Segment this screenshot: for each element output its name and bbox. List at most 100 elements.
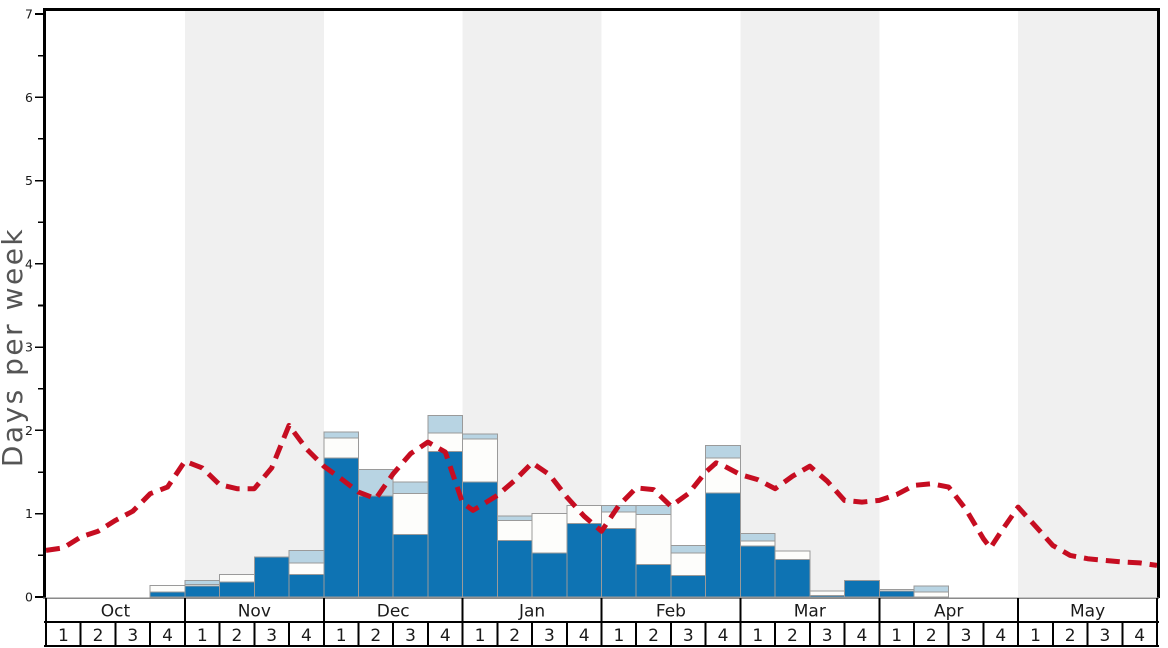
month-label: Dec bbox=[377, 602, 410, 622]
bar-segment-dark-blue bbox=[531, 552, 568, 598]
month-label: Nov bbox=[238, 602, 271, 622]
bar-segment-dark-blue bbox=[601, 528, 637, 598]
week-label: 3 bbox=[544, 626, 555, 646]
week-label: 2 bbox=[648, 626, 659, 646]
week-label: 1 bbox=[752, 626, 763, 646]
week-label: 4 bbox=[579, 626, 590, 646]
y-tick-label: 0 bbox=[25, 590, 33, 605]
x-axis-tables bbox=[44, 598, 1159, 647]
bar-segment-dark-blue bbox=[149, 591, 186, 598]
bar-segment-white bbox=[670, 552, 707, 576]
bar-segment-light-blue bbox=[635, 504, 672, 516]
bar-segment-light-blue bbox=[496, 515, 533, 521]
week-label: 2 bbox=[787, 626, 798, 646]
bar-segment-dark-blue bbox=[184, 585, 221, 598]
bar-segment-white bbox=[392, 493, 429, 536]
week-label: 4 bbox=[856, 626, 867, 646]
bar-segment-white bbox=[635, 514, 672, 566]
month-label: Jan bbox=[518, 602, 545, 622]
bar-segment-light-blue bbox=[462, 433, 498, 440]
month-bands bbox=[184, 10, 1157, 597]
bar-segment-dark-blue bbox=[219, 581, 255, 598]
bar-segment-white bbox=[288, 562, 325, 576]
bar-segment-white bbox=[531, 513, 568, 554]
bar-segment-light-blue bbox=[427, 414, 464, 434]
week-label: 1 bbox=[197, 626, 208, 646]
bar-segment-white bbox=[149, 584, 186, 593]
y-tick-label: 7 bbox=[25, 7, 33, 22]
bar-segment-dark-blue bbox=[566, 523, 602, 598]
bar-segment-light-blue bbox=[184, 579, 221, 586]
bar-segment-white bbox=[809, 590, 846, 596]
bar-segment-dark-blue bbox=[357, 495, 394, 598]
week-label: 3 bbox=[127, 626, 138, 646]
week-label: 3 bbox=[266, 626, 277, 646]
y-tick-label: 3 bbox=[25, 340, 33, 355]
week-label: 3 bbox=[683, 626, 694, 646]
week-label: 4 bbox=[440, 626, 451, 646]
week-label: 2 bbox=[93, 626, 104, 646]
bar-segment-dark-blue bbox=[427, 450, 464, 598]
bar-segment-dark-blue bbox=[635, 564, 672, 598]
week-label: 4 bbox=[301, 626, 312, 646]
month-label: Mar bbox=[794, 602, 826, 622]
month-label: Oct bbox=[101, 602, 131, 622]
y-tick-label: 2 bbox=[25, 423, 33, 438]
bar-segment-light-blue bbox=[739, 533, 776, 542]
bar-segment-dark-blue bbox=[878, 590, 915, 598]
week-label: 3 bbox=[405, 626, 416, 646]
y-tick-label: 4 bbox=[25, 256, 33, 271]
bar-segment-white bbox=[774, 550, 811, 561]
week-label: 1 bbox=[58, 626, 69, 646]
month-label: May bbox=[1070, 602, 1105, 622]
x-axis-labels: Oct 1 2 3 4 Nov 1 2 3 4 Dec 1 2 3 4 Jan 1 2 3 4 Feb 1 2 3 4 Mar 1 2… bbox=[58, 602, 1145, 647]
week-label: 3 bbox=[822, 626, 833, 646]
bar-segment-dark-blue bbox=[774, 559, 811, 598]
bar-segment-white bbox=[705, 457, 741, 494]
week-label: 4 bbox=[995, 626, 1006, 646]
week-label: 1 bbox=[1030, 626, 1041, 646]
y-tick-label: 6 bbox=[25, 90, 33, 105]
bar-segment-white bbox=[462, 438, 498, 483]
month-label: Feb bbox=[656, 602, 686, 622]
bar-segment-light-blue bbox=[913, 585, 950, 593]
week-label: 4 bbox=[162, 626, 173, 646]
month-band bbox=[184, 10, 324, 597]
week-label: 1 bbox=[475, 626, 486, 646]
bar-segment-dark-blue bbox=[844, 579, 880, 598]
week-label: 3 bbox=[1100, 626, 1111, 646]
plot-border bbox=[43, 8, 1160, 598]
bar-segment-white bbox=[219, 574, 255, 583]
week-label: 4 bbox=[718, 626, 729, 646]
week-label: 2 bbox=[232, 626, 243, 646]
bar-segment-white bbox=[427, 432, 464, 452]
bar-segment-white bbox=[739, 540, 776, 547]
week-label: 4 bbox=[1134, 626, 1145, 646]
bar-segment-light-blue bbox=[288, 549, 325, 564]
week-label: 3 bbox=[961, 626, 972, 646]
bar-segment-light-blue bbox=[392, 481, 429, 495]
bar-segment-dark-blue bbox=[705, 492, 741, 598]
week-label: 1 bbox=[891, 626, 902, 646]
bar-segment-dark-blue bbox=[739, 545, 776, 598]
month-band bbox=[1018, 10, 1157, 597]
week-label: 2 bbox=[1065, 626, 1076, 646]
bar-segment-white bbox=[323, 437, 359, 459]
bar-segment-white bbox=[496, 519, 533, 541]
month-label: Apr bbox=[934, 602, 963, 622]
bar-segment-light-blue bbox=[705, 444, 741, 459]
bar-segment-dark-blue bbox=[253, 556, 290, 598]
week-label: 1 bbox=[336, 626, 347, 646]
bar-segment-white bbox=[878, 589, 915, 592]
red-dashed-average-line bbox=[45, 422, 1158, 568]
bar-segment-dark-blue bbox=[496, 539, 533, 598]
week-label: 2 bbox=[509, 626, 520, 646]
week-label: 1 bbox=[613, 626, 624, 646]
bar-segment-dark-blue bbox=[288, 574, 325, 598]
y-axis: 0 1 2 3 4 5 6 7 Days per week bbox=[0, 7, 44, 605]
month-band bbox=[740, 10, 880, 597]
week-label: 2 bbox=[926, 626, 937, 646]
bar-segment-white bbox=[913, 591, 950, 598]
bar-segment-light-blue bbox=[323, 431, 359, 439]
